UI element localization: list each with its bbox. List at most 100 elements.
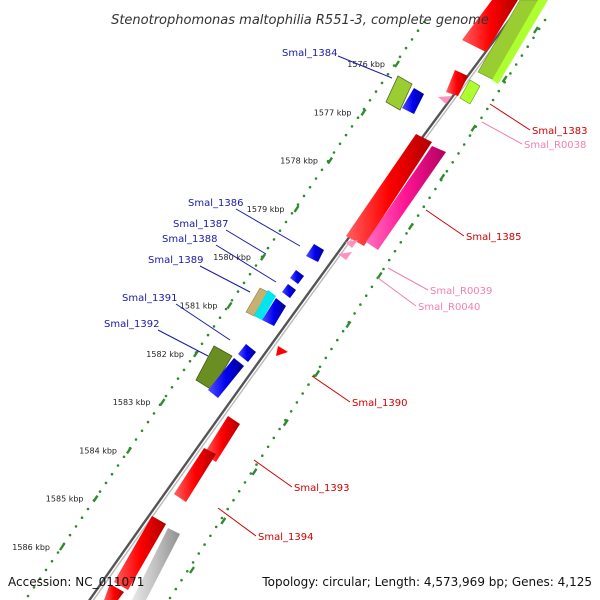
gene-label[interactable]: Smal_R0038 — [524, 140, 586, 151]
ruler-dot — [422, 20, 426, 24]
track-dot — [209, 534, 212, 538]
track-dot — [191, 561, 195, 564]
track-dot — [295, 401, 299, 404]
gene-label[interactable]: Smal_1391 — [122, 293, 177, 304]
ruler-dot — [86, 507, 90, 511]
ruler-dot — [134, 438, 138, 441]
gene-label[interactable]: Smal_R0040 — [418, 302, 480, 313]
track-dot — [272, 436, 276, 440]
track-dot — [203, 543, 206, 546]
kbp-tick-label: 1583 kbp — [113, 398, 151, 407]
ruler-major-tick — [159, 398, 166, 406]
ruler-dot — [116, 464, 120, 467]
gene-label[interactable]: Smal_R0039 — [430, 286, 492, 297]
track-dot — [232, 498, 235, 502]
track-dot — [220, 516, 224, 520]
ruler-dot — [320, 168, 324, 172]
gray-track-segment — [132, 528, 180, 600]
track-dot — [491, 98, 495, 102]
ruler-dot — [110, 472, 114, 476]
ruler-dot — [104, 481, 108, 485]
ruler-dot — [278, 229, 282, 232]
kbp-tick-label: 1582 kbp — [146, 350, 184, 359]
genome-title: Stenotrophomonas maltophilia R551-3, com… — [111, 13, 489, 28]
gene-smal-1387 — [290, 270, 304, 284]
gene-magenta — [366, 146, 446, 250]
ruler-dot — [314, 177, 318, 180]
gene-smal-1386 — [306, 244, 324, 262]
gene-label[interactable]: Smal_1392 — [104, 319, 159, 330]
gene-blue-1 — [402, 88, 424, 114]
track-dot — [174, 587, 178, 591]
track-dot — [226, 507, 229, 511]
ruler-dot — [302, 194, 306, 198]
ruler-dot — [248, 272, 252, 276]
gene-label[interactable]: Smal_1387 — [173, 219, 228, 230]
gene-label[interactable]: Smal_1383 — [532, 126, 587, 137]
track-dot — [382, 267, 385, 271]
ruler-dot — [98, 490, 102, 493]
ruler-dot — [356, 116, 360, 119]
ruler-dot — [206, 333, 210, 337]
track-dot — [543, 18, 547, 22]
gene-label[interactable]: Smal_1394 — [258, 532, 313, 543]
ruler-dot — [230, 299, 234, 302]
track-major-tick — [439, 173, 446, 181]
track-dot — [255, 463, 258, 466]
gene-label[interactable]: Smal_1386 — [188, 198, 243, 209]
genome-summary-text: Topology: circular; Length: 4,573,969 bp… — [261, 575, 592, 589]
track-dot — [405, 232, 408, 235]
gene-label[interactable]: Smal_1393 — [294, 483, 349, 494]
gene-smal-1385 — [346, 134, 432, 246]
ruler-dot — [224, 307, 228, 311]
ruler-dot — [38, 577, 42, 580]
track-dot — [324, 356, 328, 360]
track-dot — [353, 312, 356, 315]
ruler-dot — [212, 325, 216, 328]
kbp-tick-label: 1585 kbp — [46, 495, 84, 504]
track-major-tick — [189, 566, 195, 574]
ruler-dot — [152, 412, 156, 415]
ruler-dot — [68, 533, 72, 537]
ruler-dot — [50, 559, 54, 563]
gene-label-leaders-right — [217, 103, 531, 537]
gene-label[interactable]: Smal_1390 — [352, 398, 407, 409]
track-dot — [428, 196, 431, 200]
gene-labels-left: Smal_1384 Smal_1386 Smal_1387 Smal_1388 … — [104, 48, 337, 330]
ruler-dot — [386, 72, 390, 76]
kbp-tick-label: 1577 kbp — [314, 108, 352, 117]
gene-label[interactable]: Smal_1389 — [148, 255, 203, 266]
ruler-dot — [374, 90, 378, 93]
ruler-dot — [164, 394, 168, 398]
track-dot — [243, 481, 247, 484]
track-dot — [364, 294, 368, 298]
track-major-tick — [345, 320, 352, 329]
ruler-dot — [26, 594, 30, 598]
track-major-tick — [501, 75, 508, 83]
gene-red-small-top — [446, 70, 468, 96]
kbp-tick-label: 1579 kbp — [247, 205, 285, 214]
kbp-tick-label: 1580 kbp — [213, 253, 251, 262]
gene-label[interactable]: Smal_1388 — [162, 234, 217, 245]
gene-smal-1393-a — [204, 416, 240, 462]
track-major-tick — [407, 222, 414, 231]
gene-blue-1392 — [208, 358, 244, 398]
track-dot — [387, 258, 391, 262]
ruler-dot — [332, 151, 336, 154]
ruler-dot — [176, 377, 180, 380]
ruler-dot — [254, 264, 258, 267]
track-dot — [301, 392, 305, 395]
gene-label[interactable]: Smal_1384 — [282, 48, 337, 59]
kbp-tick-label: 1578 kbp — [280, 157, 318, 166]
gene-label[interactable]: Smal_1385 — [466, 232, 521, 243]
ruler-dot — [32, 586, 36, 589]
track-major-tick — [251, 468, 258, 476]
ruler-dot — [368, 99, 372, 102]
gene-smal-1388 — [282, 284, 296, 298]
track-dot — [289, 410, 293, 413]
ruler-dot — [140, 429, 144, 433]
track-major-tick — [533, 26, 539, 34]
track-dot — [486, 107, 489, 111]
ruler-dot — [182, 368, 186, 372]
